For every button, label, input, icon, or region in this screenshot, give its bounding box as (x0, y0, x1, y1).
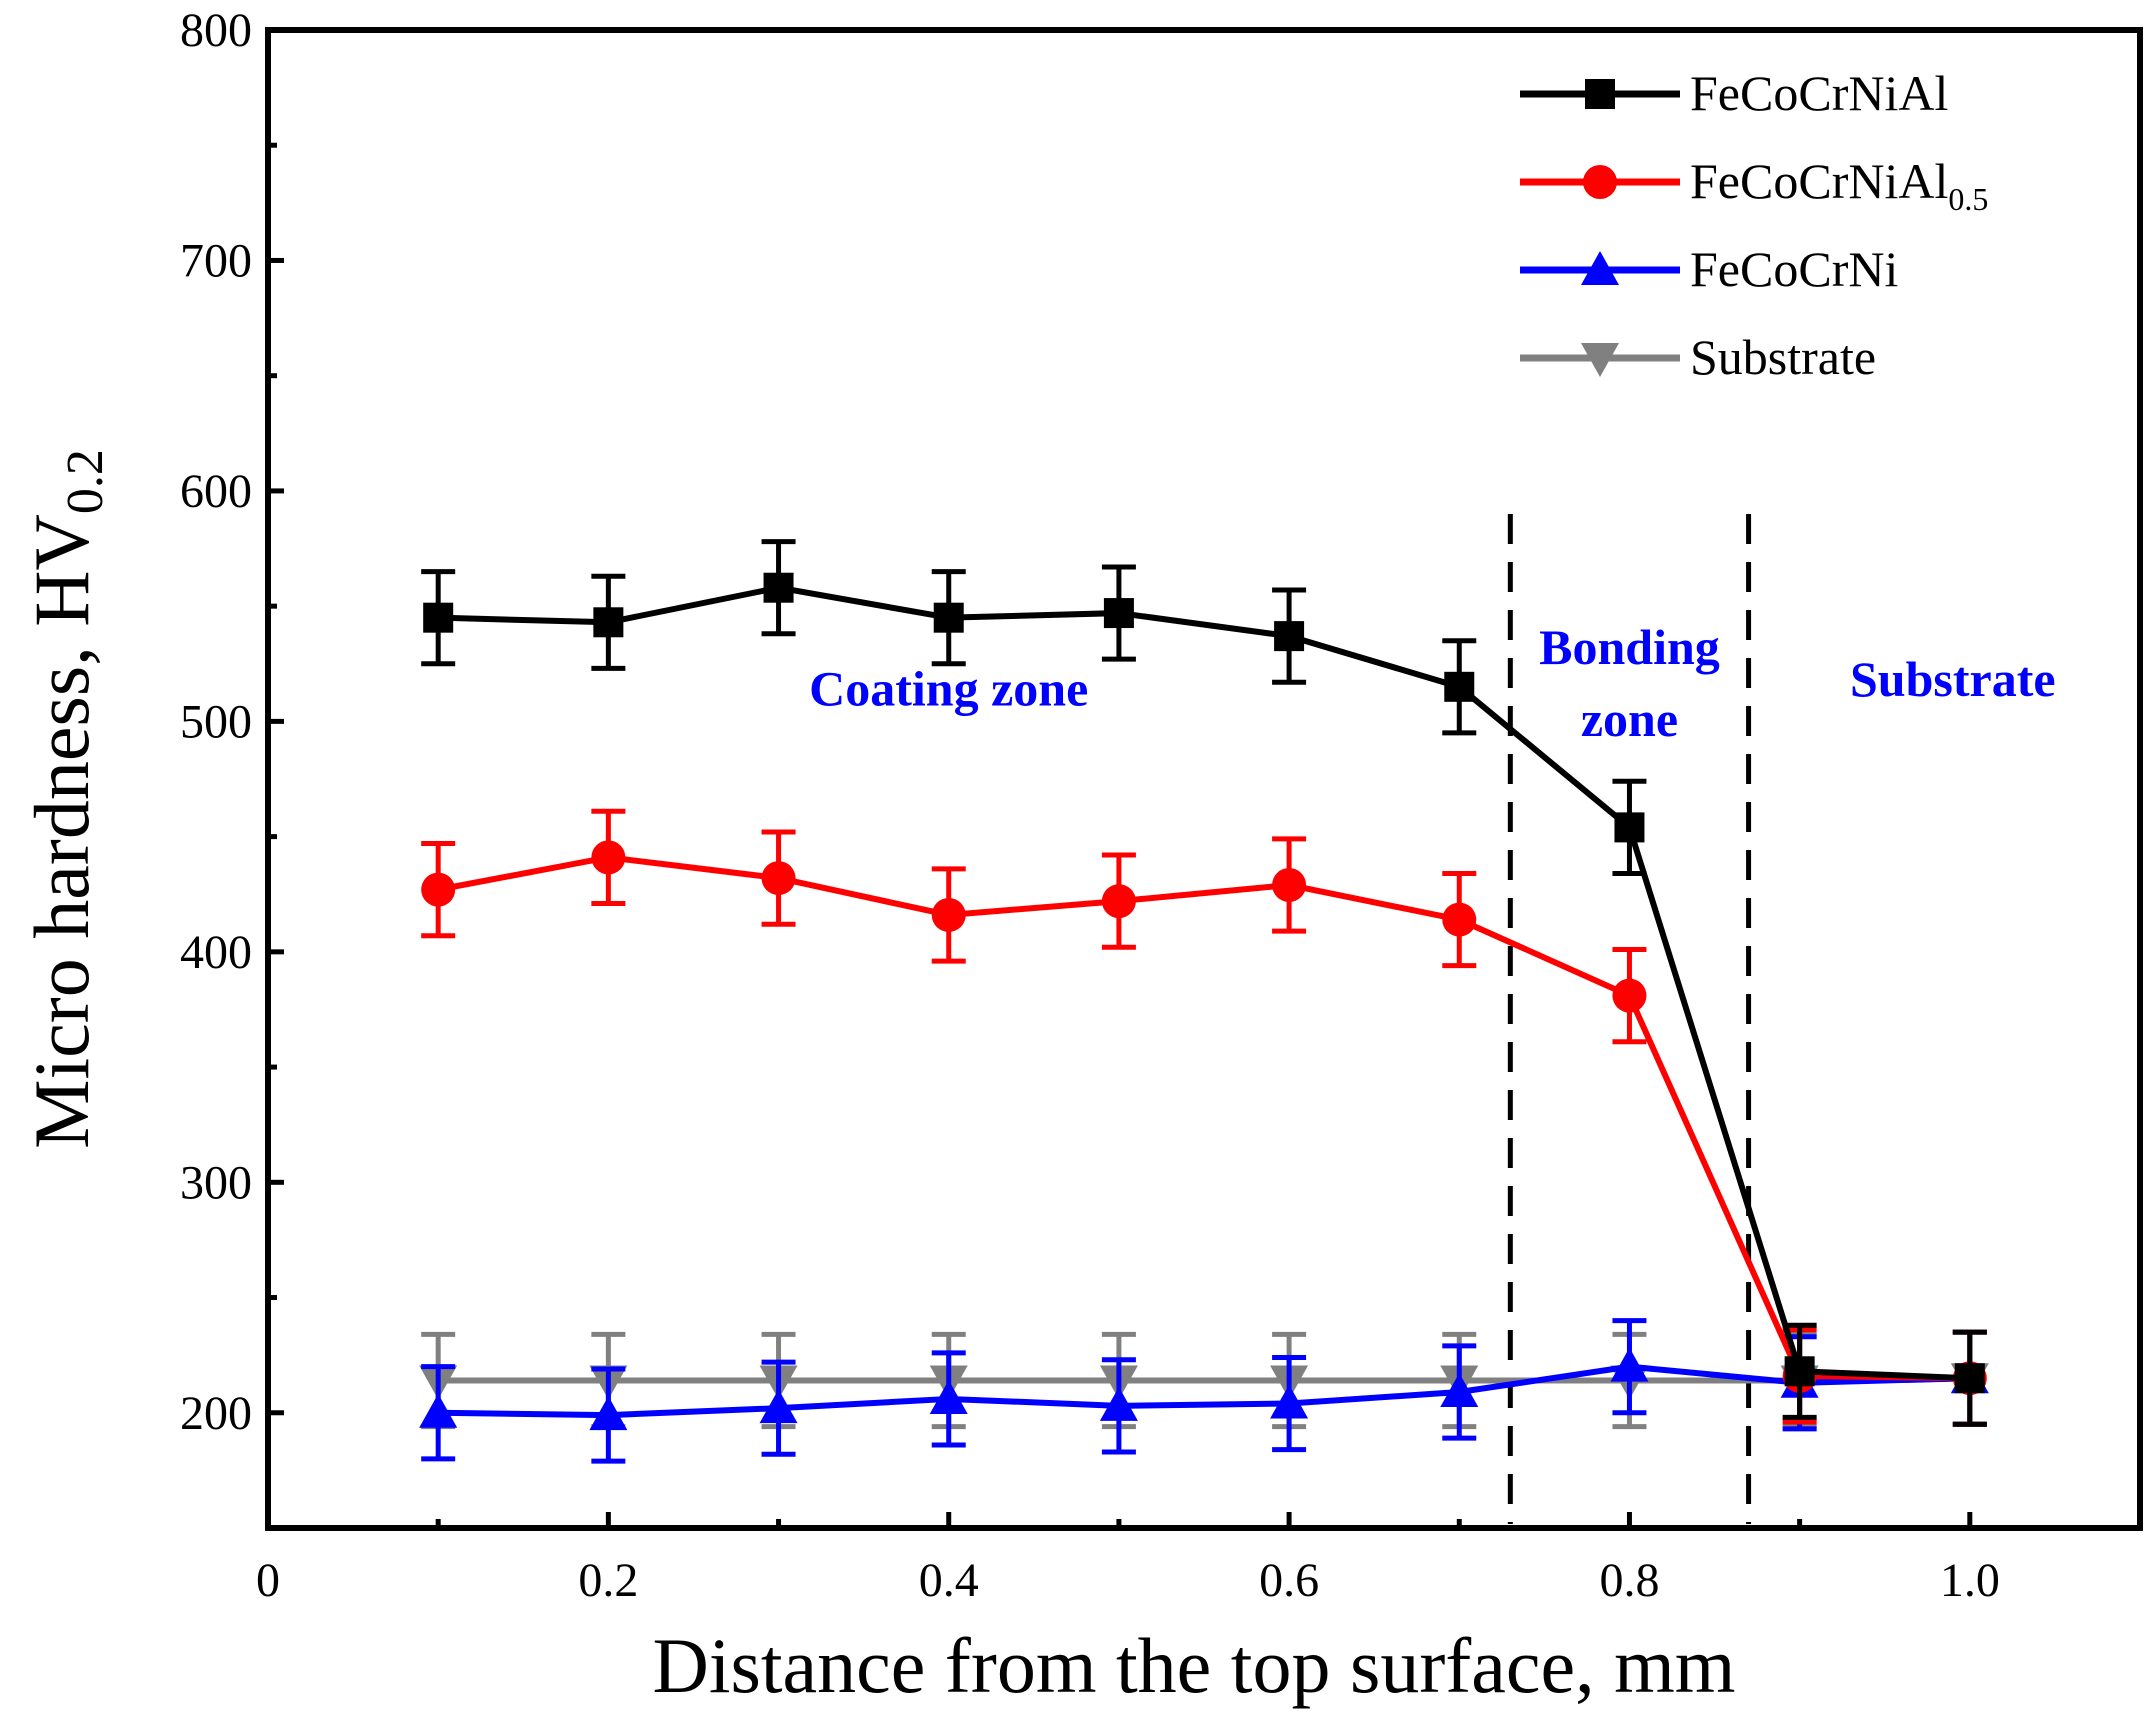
data-point-marker (1610, 1347, 1649, 1382)
y-tick-label: 800 (180, 4, 252, 57)
y-axis-title-subscript: 0.2 (57, 449, 114, 514)
x-tick-label: 0.2 (578, 1554, 638, 1607)
data-point-marker (1101, 884, 1136, 919)
data-point-marker (1442, 902, 1477, 937)
data-point-marker (593, 607, 624, 638)
data-point-marker (1272, 868, 1307, 903)
data-point-marker (1585, 79, 1615, 109)
series-line (438, 1375, 1970, 1384)
data-point-marker (591, 840, 626, 875)
x-tick-label: 0 (256, 1554, 280, 1607)
y-tick-label: 500 (180, 695, 252, 748)
series-line (437, 854, 1970, 1382)
data-point-marker (1581, 343, 1619, 377)
data-point-marker (933, 602, 964, 633)
data-point-marker (421, 872, 456, 907)
data-point-marker (1784, 1356, 1815, 1387)
zone-label-text: Substrate (1850, 651, 2056, 707)
y-axis-title-main: Micro hardness, HV (18, 514, 105, 1149)
data-point-marker (1612, 978, 1647, 1013)
y-tick-label: 700 (180, 234, 252, 287)
legend-entry: FeCoCrNiAl0.5 (1520, 153, 1988, 217)
data-point-marker (1954, 1363, 1985, 1394)
legend-label-main: FeCoCrNi (1690, 241, 1898, 297)
data-point-marker (761, 861, 796, 896)
x-tick-label: 0.8 (1599, 1554, 1659, 1607)
legend-entry: FeCoCrNiAl (1520, 65, 1948, 121)
zone-label-text: zone (1581, 691, 1678, 747)
axes-group: 200 300 400 500 600 700 800 0 0.2 0.4 0.6 0.8 1.0 (180, 4, 2000, 1607)
y-tick-label: 200 (180, 1387, 252, 1440)
legend-label: FeCoCrNi (1690, 241, 1898, 297)
y-tick-label: 400 (180, 926, 252, 979)
data-point-marker (1274, 621, 1305, 652)
data-point-marker (1444, 671, 1475, 702)
zone-label-text: Bonding (1539, 619, 1720, 675)
legend-label: FeCoCrNiAl (1690, 65, 1948, 121)
data-point-marker (931, 897, 966, 932)
series-fecocrnial (421, 539, 1987, 1427)
series-line (438, 1363, 1970, 1419)
x-axis-title: Distance from the top surface, mm (653, 1622, 1736, 1709)
y-tick-label: 300 (180, 1156, 252, 1209)
data-point-marker (419, 1393, 458, 1428)
x-tick-label: 1.0 (1940, 1554, 2000, 1607)
zone-label-text: Coating zone (809, 660, 1088, 716)
legend-label-subscript: 0.5 (1948, 181, 1988, 217)
x-tick-label: 0.6 (1259, 1554, 1319, 1607)
data-point-marker (589, 1396, 628, 1431)
data-point-marker (423, 602, 454, 633)
data-point-marker (1103, 598, 1134, 629)
zone-labels: Coating zone Bonding zone Substrate (809, 619, 2055, 747)
legend-label: Substrate (1690, 329, 1876, 385)
data-point-marker (1099, 1386, 1138, 1421)
y-axis-title: Micro hardness, HV0.2 (18, 449, 114, 1149)
y-tick-label: 600 (180, 465, 252, 518)
data-point-marker (1581, 251, 1619, 285)
legend-entry: FeCoCrNi (1520, 241, 1898, 297)
plot-area-frame (265, 27, 2143, 1531)
data-point-marker (929, 1379, 968, 1414)
data-point-marker (1270, 1384, 1309, 1419)
data-point-marker (1614, 812, 1645, 843)
boundary-lines (1507, 513, 1752, 1524)
data-point-marker (763, 572, 794, 603)
legend-label: FeCoCrNiAl0.5 (1690, 153, 1988, 217)
legend-label-main: FeCoCrNiAl (1690, 65, 1948, 121)
legend-entry: Substrate (1520, 329, 1876, 385)
data-point-marker (1440, 1373, 1479, 1408)
data-point-marker (1583, 165, 1617, 199)
legend-label-main: Substrate (1690, 329, 1876, 385)
x-tick-label: 0.4 (919, 1554, 979, 1607)
data-point-marker (759, 1389, 798, 1424)
series-line (438, 584, 1970, 1382)
legend-label-main: FeCoCrNiAl (1690, 153, 1948, 209)
series-group (419, 539, 1989, 1464)
